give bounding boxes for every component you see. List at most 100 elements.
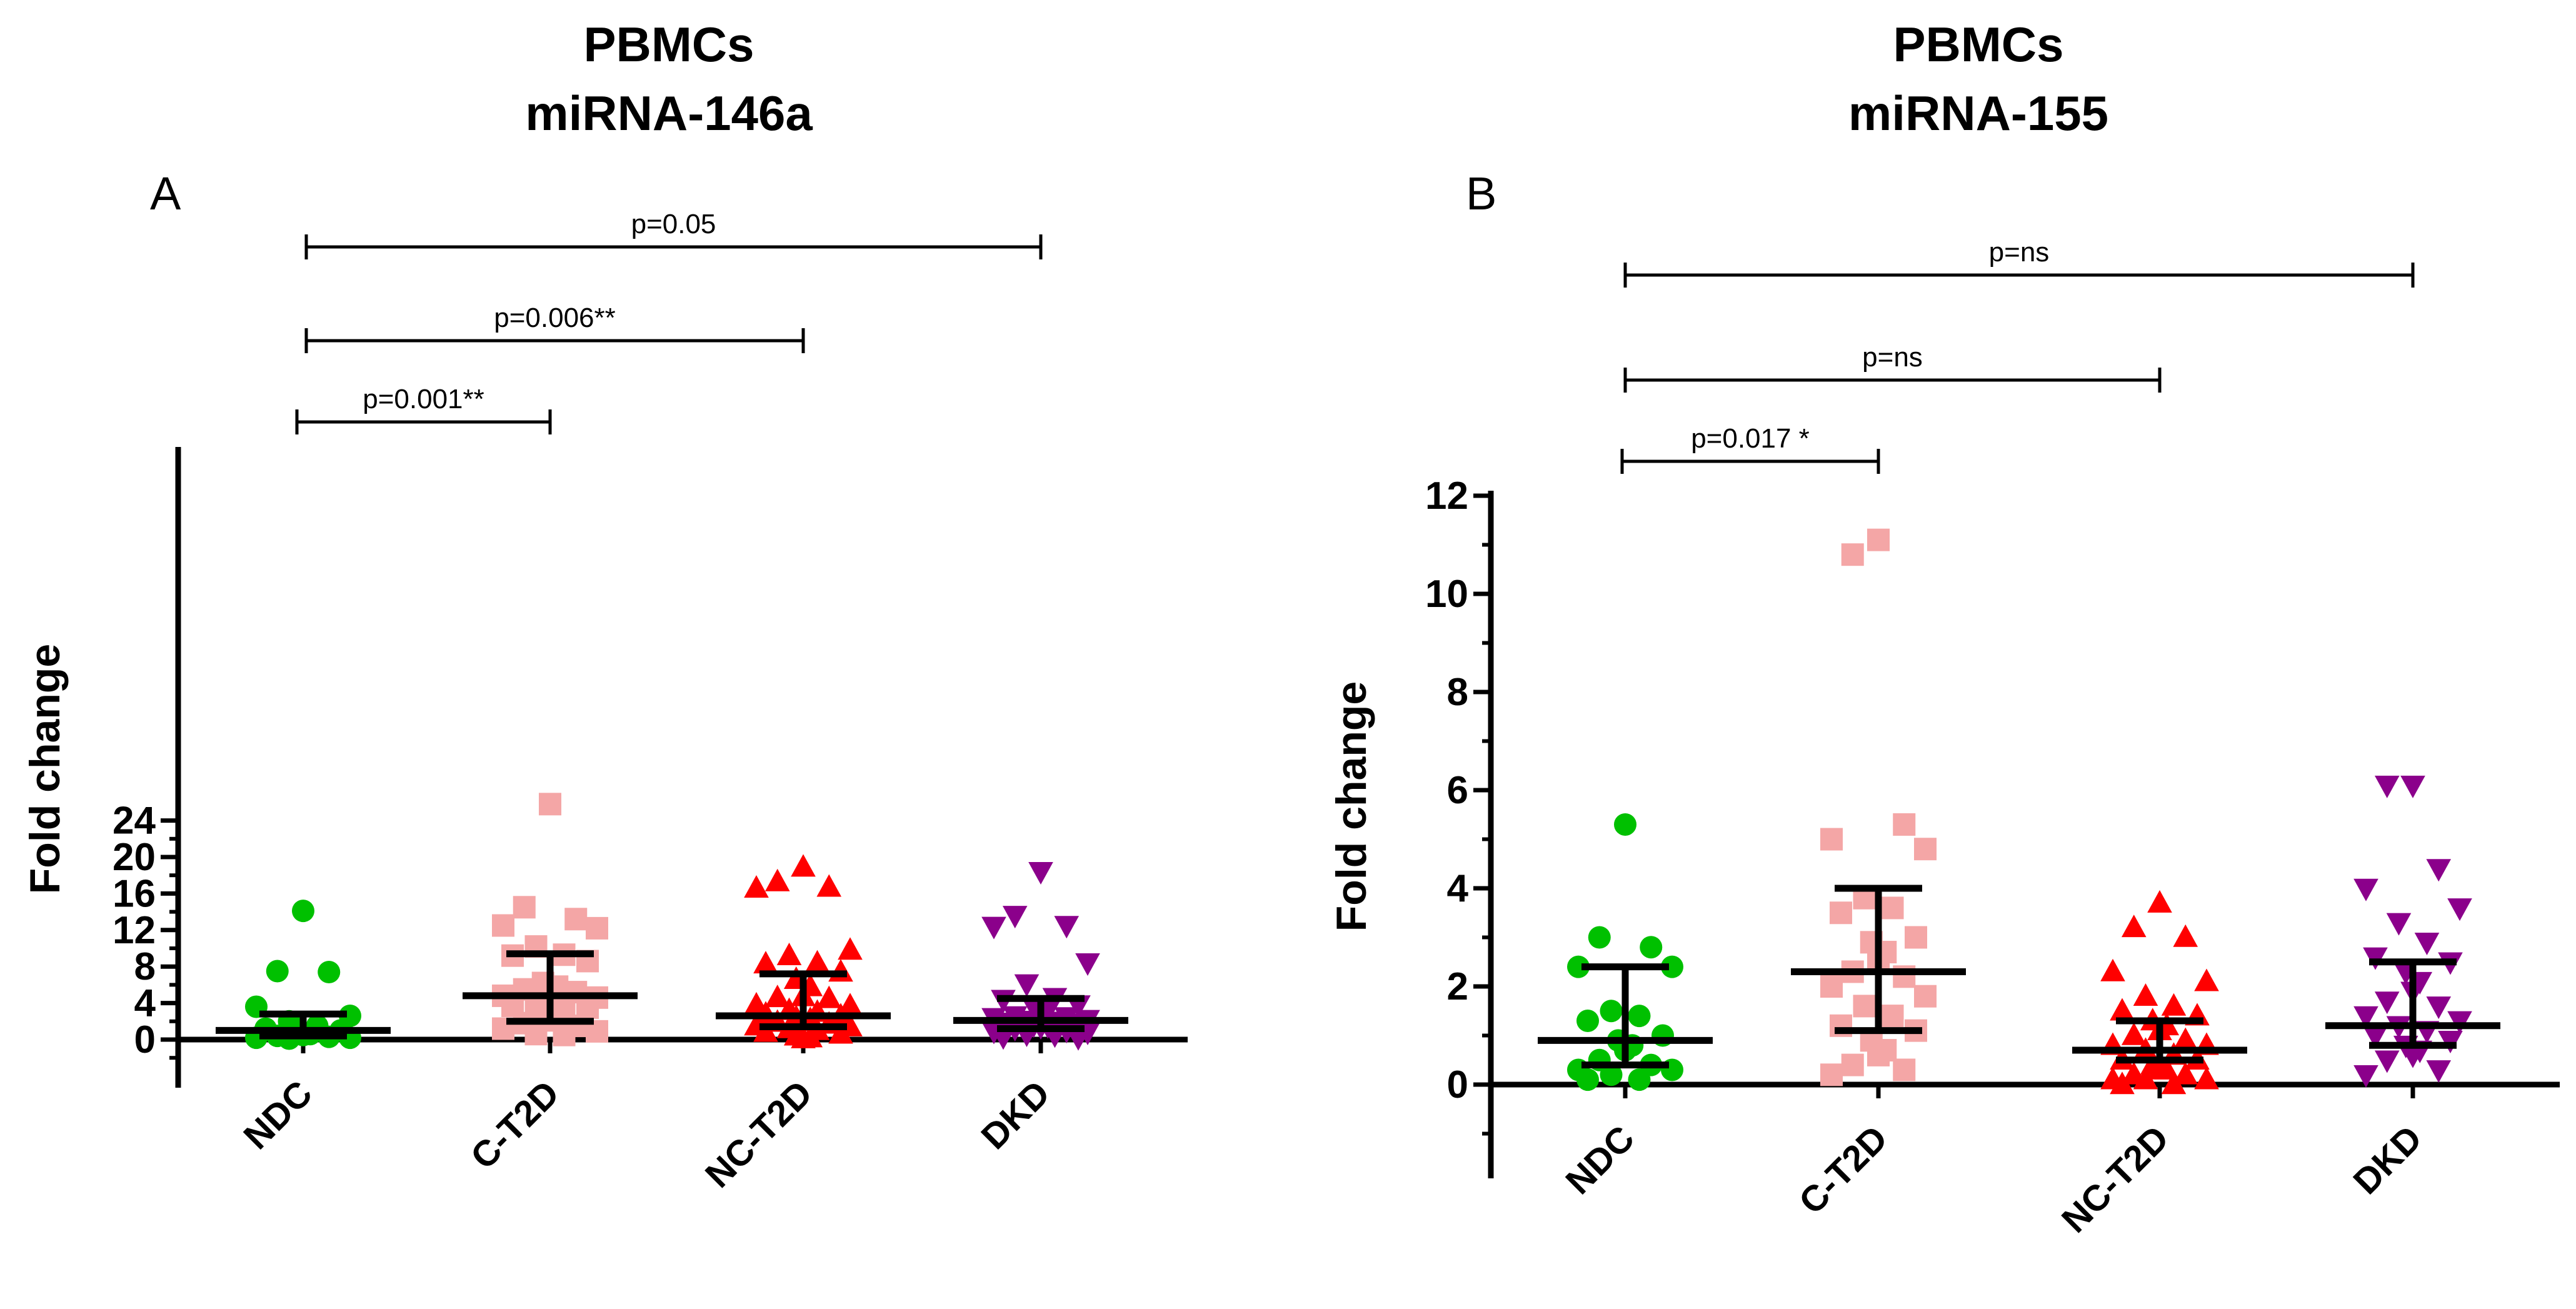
- panel-b-points: [1567, 528, 2472, 1095]
- data-point: [2110, 1071, 2135, 1095]
- data-point: [564, 908, 588, 931]
- data-point: [1614, 813, 1636, 836]
- panel-a-y-axis-label: Fold change: [21, 644, 69, 894]
- comparison-p-value: p=ns: [1862, 342, 1923, 373]
- data-point: [816, 874, 842, 897]
- data-point: [539, 793, 561, 816]
- y-tick-label: 12: [1425, 474, 1468, 518]
- y-tick-label: 2: [1447, 965, 1468, 1008]
- panel-b-title-line2: miRNA-155: [1848, 86, 2108, 141]
- data-point: [2374, 775, 2400, 798]
- data-point: [1853, 995, 1876, 1018]
- x-tick-label: C-T2D: [1791, 1118, 1895, 1222]
- data-point: [2133, 983, 2158, 1006]
- data-point: [524, 1023, 548, 1046]
- comparison-p-value: p=ns: [1989, 237, 2050, 268]
- data-point: [2426, 859, 2452, 882]
- x-tick-label: NC-T2D: [698, 1073, 820, 1195]
- data-point: [553, 1023, 576, 1046]
- data-point: [2194, 1066, 2219, 1090]
- data-point: [753, 951, 778, 974]
- y-tick-label: 8: [134, 945, 156, 988]
- x-tick-label: NC-T2D: [2054, 1118, 2177, 1240]
- data-point: [1002, 906, 1028, 929]
- y-tick-label: 8: [1447, 671, 1468, 714]
- data-point: [1588, 926, 1611, 949]
- data-point: [1820, 1063, 1843, 1086]
- data-point: [586, 916, 608, 940]
- panel-b-summary-bars: [1538, 885, 2500, 1069]
- panel-a-letter: A: [150, 168, 181, 219]
- data-point: [2363, 1026, 2388, 1049]
- data-point: [1820, 975, 1843, 998]
- data-point: [764, 985, 790, 1008]
- data-point: [753, 1019, 778, 1042]
- data-point: [776, 942, 802, 965]
- data-point: [1820, 828, 1843, 851]
- data-point: [1841, 1053, 1864, 1076]
- data-point: [2414, 933, 2440, 956]
- data-point: [2400, 775, 2425, 798]
- comparison-p-value: p=0.001**: [363, 384, 484, 414]
- data-point: [292, 900, 314, 923]
- panel-b-axes: 0 2 4 6 8 10 12 NDC C-T2D NC-T2D DKD: [1425, 474, 2560, 1241]
- data-point: [2161, 1071, 2187, 1095]
- data-point: [1640, 936, 1663, 959]
- data-point: [1881, 896, 1904, 920]
- data-point: [2133, 1066, 2158, 1090]
- panel-b-comparisons: p=ns p=ns p=0.017 *: [1620, 237, 2415, 474]
- data-point: [1576, 1009, 1599, 1032]
- data-point: [1841, 543, 1864, 566]
- panel-a-points: [245, 793, 1100, 1051]
- data-point: [2447, 898, 2472, 921]
- comparison-p-value: p=0.017 *: [1691, 423, 1810, 454]
- data-point: [2386, 913, 2412, 936]
- y-tick-label: 24: [113, 800, 156, 843]
- data-point: [1661, 955, 1683, 978]
- data-point: [266, 960, 289, 983]
- data-point: [2121, 915, 2147, 938]
- y-tick-label: 6: [1447, 769, 1468, 812]
- data-point: [1567, 955, 1590, 978]
- data-point: [2353, 1065, 2378, 1088]
- data-point: [1600, 1000, 1623, 1023]
- data-point: [1628, 1068, 1651, 1091]
- panel-a-title-line1: PBMCs: [583, 17, 754, 72]
- data-point: [2121, 1022, 2147, 1045]
- data-point: [744, 875, 769, 898]
- data-point: [2100, 958, 2125, 981]
- data-point: [1867, 1043, 1890, 1066]
- x-tick-label: DKD: [973, 1073, 1058, 1157]
- data-point: [318, 960, 341, 983]
- x-tick-label: NDC: [1558, 1118, 1642, 1202]
- data-point: [828, 1021, 853, 1044]
- data-point: [1914, 838, 1937, 861]
- data-point: [764, 868, 790, 891]
- data-point: [2147, 1056, 2172, 1080]
- panel-a-comparisons: p=0.05 p=0.006** p=0.001**: [295, 209, 1043, 434]
- data-point: [1914, 985, 1937, 1008]
- data-point: [1628, 1005, 1651, 1028]
- data-point: [1066, 1028, 1091, 1051]
- data-point: [1893, 813, 1916, 836]
- data-point: [1905, 926, 1927, 949]
- data-point: [838, 937, 863, 960]
- data-point: [2173, 1061, 2198, 1085]
- comparison-p-value: p=0.05: [631, 209, 716, 239]
- data-point: [2426, 996, 2452, 1020]
- data-point: [492, 914, 514, 937]
- y-tick-label: 16: [113, 872, 156, 915]
- data-point: [1600, 1063, 1623, 1086]
- y-tick-label: 10: [1425, 573, 1468, 616]
- y-tick-label: 20: [113, 836, 156, 879]
- data-point: [2161, 993, 2187, 1016]
- data-point: [1867, 528, 1890, 551]
- data-point: [791, 854, 816, 877]
- data-point: [1075, 953, 1100, 976]
- data-point: [804, 950, 830, 973]
- data-point: [1881, 1005, 1904, 1028]
- data-point: [828, 959, 853, 982]
- data-point: [816, 985, 842, 1008]
- y-tick-label: 4: [134, 982, 156, 1025]
- panel-a-title-line2: miRNA-146a: [525, 86, 813, 141]
